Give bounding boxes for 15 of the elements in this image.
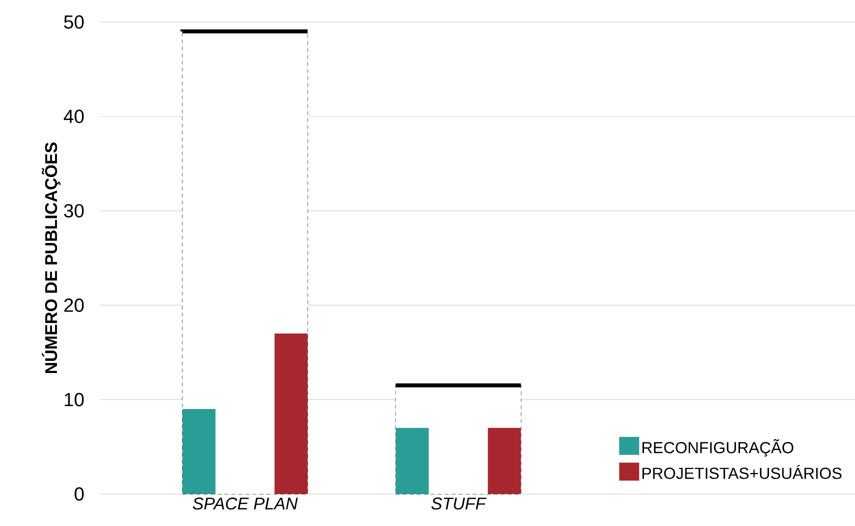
legend-label: PROJETISTAS+USUÁRIOS — [642, 464, 842, 479]
y-tick-label: 40 — [64, 110, 84, 124]
y-axis-title: NÚMERO DE PUBLICAÇÕES — [42, 142, 60, 374]
bar — [488, 428, 521, 494]
y-tick-label: 30 — [64, 204, 84, 218]
y-tick-label: 50 — [64, 15, 84, 29]
x-tick-label: STUFF — [431, 498, 486, 510]
x-tick-label: SPACE PLAN — [192, 498, 298, 510]
bar — [396, 428, 429, 494]
y-tick-label: 10 — [64, 392, 84, 406]
y-tick-label: 20 — [64, 298, 84, 312]
bar — [274, 334, 308, 494]
y-tick-label: 0 — [74, 487, 84, 501]
bar — [182, 409, 216, 494]
legend-label: RECONFIGURAÇÃO — [642, 439, 794, 457]
